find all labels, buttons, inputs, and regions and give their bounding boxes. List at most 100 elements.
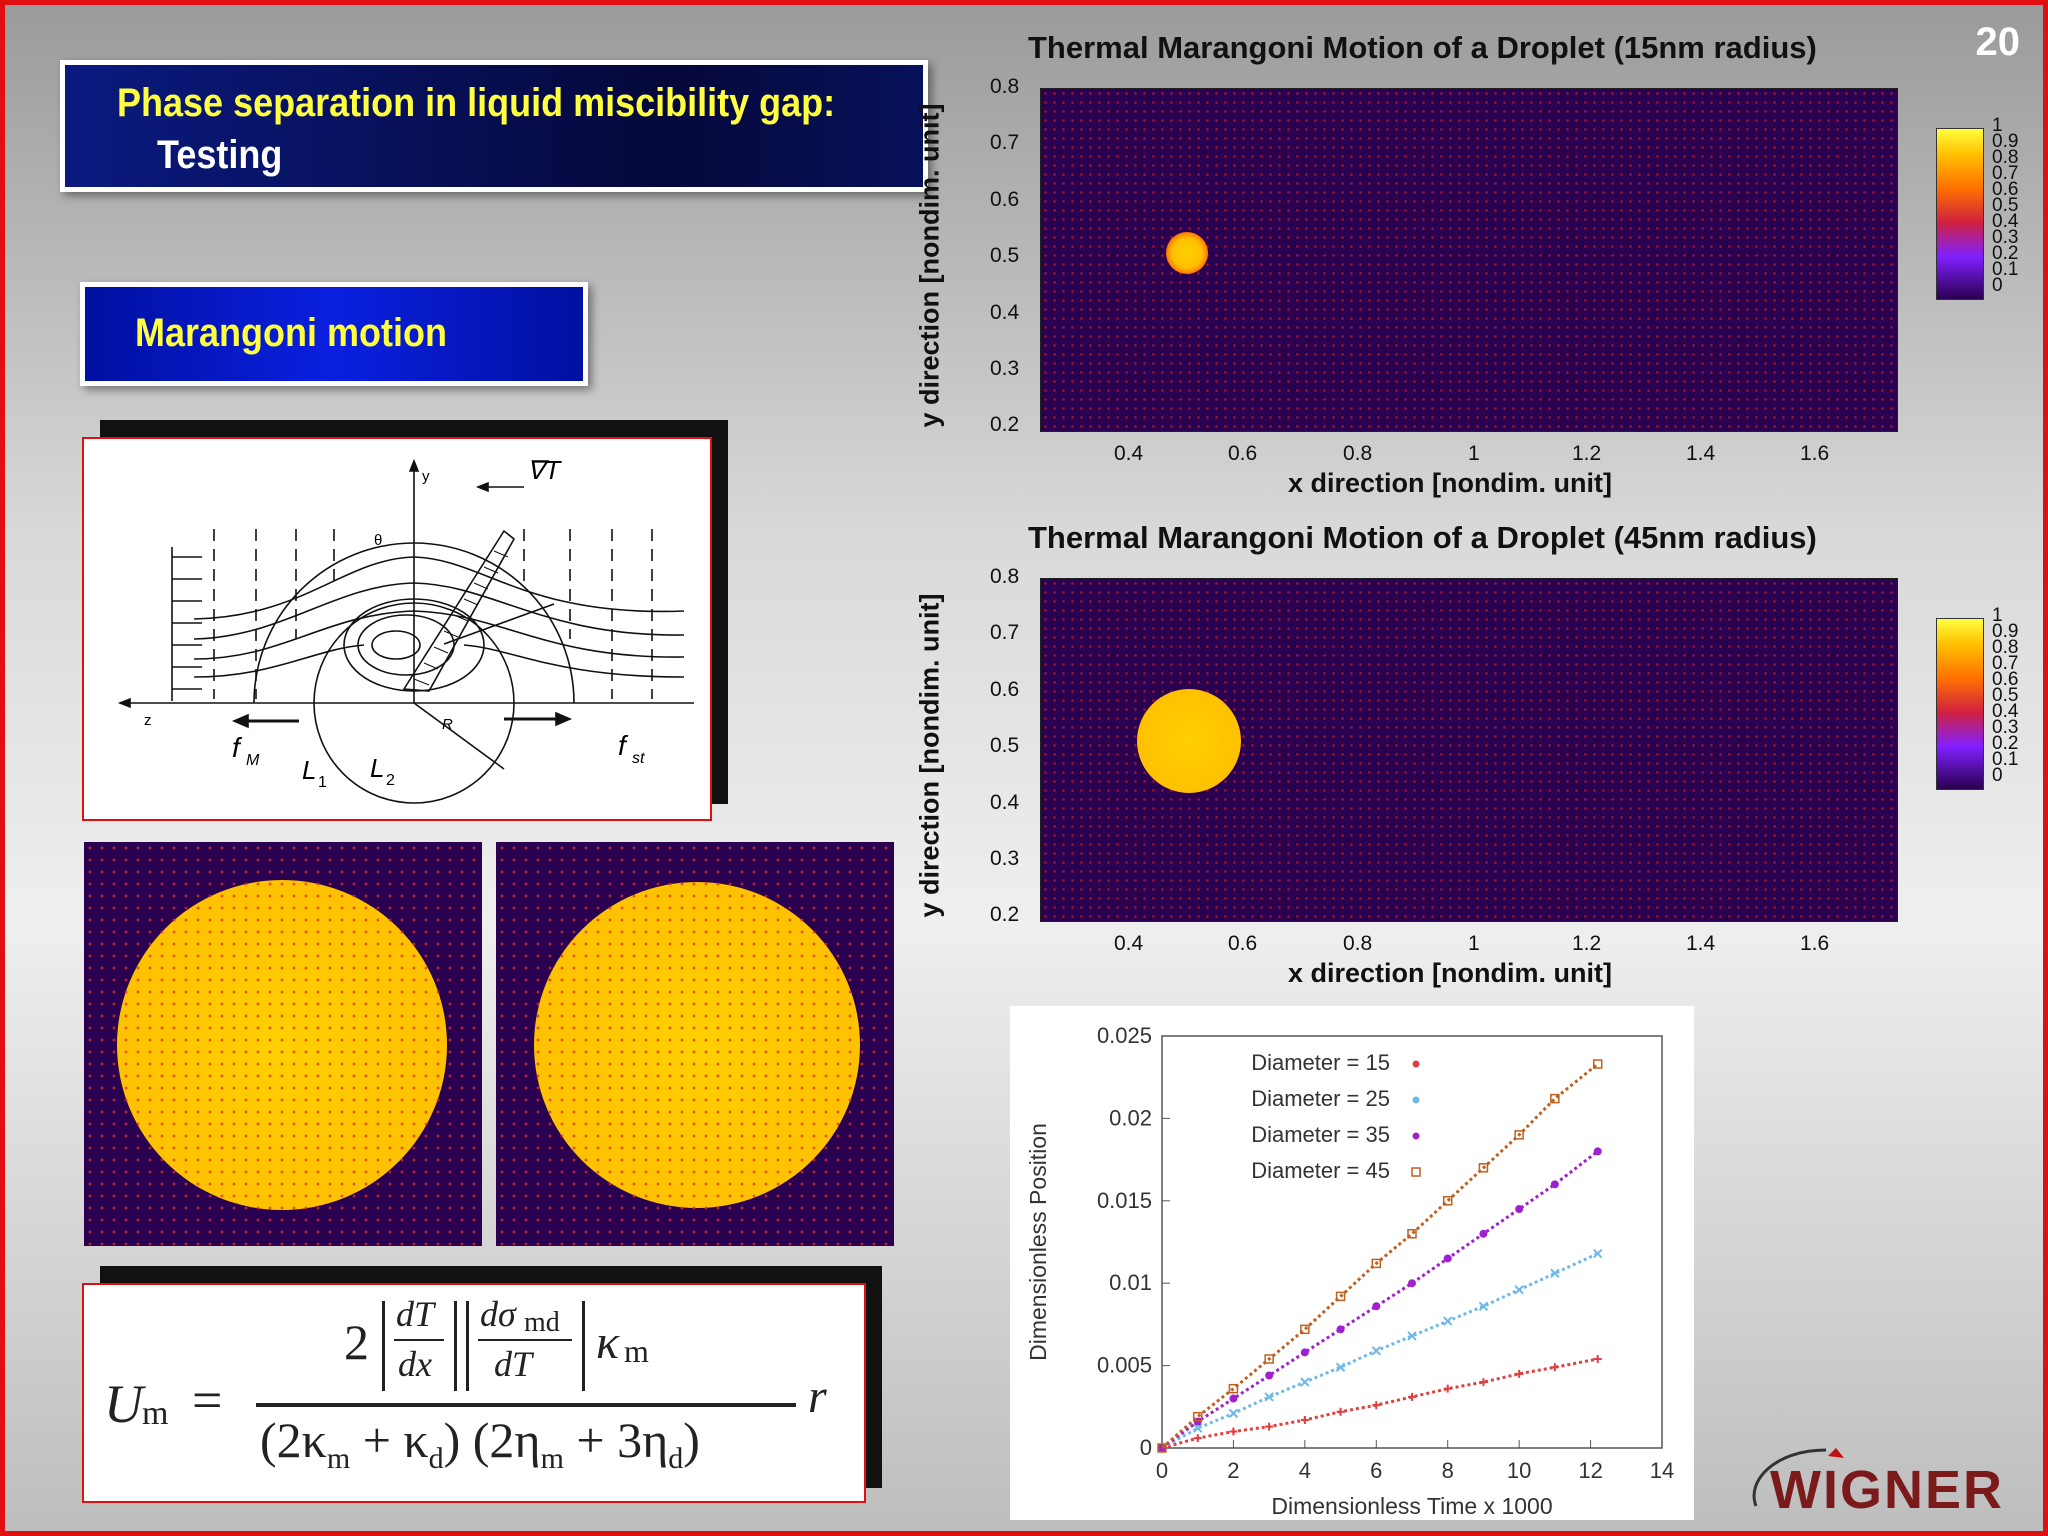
y-tick-label: 0	[1140, 1435, 1152, 1460]
x-tick: 1.6	[1800, 932, 1830, 955]
heatmap-bottom-colorbar	[1936, 618, 1984, 790]
series-line	[1161, 1357, 1598, 1450]
formula-den-part: + κ	[350, 1412, 429, 1468]
legend-label: Diameter = 45	[1251, 1158, 1390, 1183]
diagram-R-label: R	[442, 716, 453, 733]
data-point	[1478, 1163, 1489, 1173]
section-label-box: Marangoni motion	[80, 282, 588, 386]
heatmap-top-title: Thermal Marangoni Motion of a Droplet (1…	[1028, 30, 1817, 65]
diagram-y-label: y	[422, 468, 430, 485]
x-tick: 0.6	[1228, 442, 1258, 465]
droplet-45nm	[1137, 689, 1241, 793]
colorbar-tick: 0.6	[1992, 669, 2019, 690]
colorbar-tick: 0.2	[1992, 733, 2019, 754]
heatmap-bottom-yticks: 0.8 0.7 0.6 0.5 0.4 0.3 0.2	[990, 565, 1030, 935]
x-tick: 0.6	[1228, 932, 1258, 955]
formula-den-sub: m	[326, 1442, 351, 1475]
position-vs-time-svg: 0.025 0.02 0.015 0.01 0.005 00 2 4 6 8 10 12 14 Dimen…	[1025, 1023, 1674, 1519]
formula-dx: dx	[398, 1344, 432, 1384]
diagram-theta-label: θ	[374, 532, 382, 549]
data-point	[1228, 1383, 1239, 1394]
colorbar-tick: 0.2	[1992, 243, 2019, 264]
diagram-z-label: z	[144, 712, 152, 729]
colorbar-tick: 0	[1992, 275, 2003, 296]
formula-den-sub: m	[540, 1442, 564, 1475]
formula-denominator: (2κm + κd) (2ηm + 3ηd)	[260, 1411, 700, 1476]
colorbar-tick: 0.7	[1992, 163, 2019, 184]
colorbar-tick: 1	[1992, 605, 2003, 626]
formula-dT: dT	[396, 1294, 435, 1334]
colorbar-tick: 0.9	[1992, 131, 2019, 152]
y-tick: 0.8	[990, 75, 1020, 98]
y-tick: 0.7	[990, 131, 1020, 154]
data-point	[1407, 1229, 1417, 1239]
y-tick-label: 0.005	[1097, 1353, 1152, 1378]
colorbar-tick: 0.9	[1992, 621, 2019, 642]
y-axis-label: Dimensionless Position	[1025, 1123, 1051, 1361]
diagram-fst-label: f	[618, 730, 629, 761]
data-point	[1300, 1324, 1310, 1335]
x-tick-label: 10	[1507, 1458, 1531, 1483]
marangoni-flow-diagram: y θ z R ∇T f M f st L 1 L 2	[117, 455, 694, 804]
heatmap-top-xlabel: x direction [nondim. unit]	[1288, 468, 1612, 498]
data-point	[1371, 1258, 1382, 1269]
data-point	[1157, 1443, 1167, 1453]
heatmap-top-colorbar-ticks: 1 0.9 0.8 0.7 0.6 0.5 0.4 0.3 0.2 0.1 0	[1992, 115, 2042, 308]
formula-equals: =	[192, 1370, 223, 1430]
wigner-logo-mark: WIGNER	[1752, 1448, 2004, 1520]
y-tick: 0.2	[990, 903, 1020, 926]
droplet-zoom-left	[84, 842, 482, 1246]
heatmap-top-ylabel: y direction [nondim. unit]	[914, 103, 945, 428]
data-point	[1264, 1354, 1274, 1364]
legend-label: Diameter = 25	[1251, 1086, 1390, 1111]
y-tick: 0.6	[990, 678, 1020, 701]
colorbar-tick: 0.5	[1992, 195, 2019, 216]
data-point	[1593, 1355, 1602, 1364]
legend-label: Diameter = 15	[1251, 1050, 1390, 1075]
marangoni-diagram-panel: y θ z R ∇T f M f st L 1 L 2	[82, 437, 712, 821]
x-tick: 0.4	[1114, 932, 1144, 955]
slide-title-box: Phase separation in liquid miscibility g…	[60, 60, 928, 192]
data-point	[1442, 1196, 1453, 1206]
colorbar-tick: 0.6	[1992, 179, 2019, 200]
colorbar-tick: 0.5	[1992, 685, 2019, 706]
droplet-15nm	[1166, 232, 1208, 274]
formula-kappa-sub: m	[624, 1333, 649, 1369]
heatmap-top-xticks: 0.4 0.6 0.8 1 1.2 1.4 1.6	[1100, 442, 1900, 472]
wigner-logo: WIGNER	[1736, 1440, 2036, 1520]
x-tick: 1	[1468, 932, 1480, 955]
colorbar-tick: 0.4	[1992, 211, 2019, 232]
heatmap-top-colorbar	[1936, 128, 1984, 300]
formula-frac-line	[478, 1339, 572, 1341]
diagram-L2-label: L	[370, 753, 384, 783]
colorbar-tick: 0.1	[1992, 749, 2019, 770]
data-point	[1592, 1059, 1603, 1069]
y-tick: 0.5	[990, 734, 1020, 757]
formula-dT2: dT	[494, 1344, 533, 1384]
heatmap-bottom-xlabel: x direction [nondim. unit]	[1288, 958, 1612, 988]
colorbar-tick: 1	[1992, 115, 2003, 136]
heatmap-bottom-plot	[1040, 578, 1898, 922]
formula-kappa: κ	[596, 1316, 620, 1369]
colorbar-tick: 0.4	[1992, 701, 2019, 722]
formula-den-part: ) (2η	[443, 1412, 541, 1468]
legend-marker	[1412, 1132, 1420, 1140]
x-tick: 1.6	[1800, 442, 1830, 465]
heatmap-top-plot	[1040, 88, 1898, 432]
data-point	[1335, 1291, 1346, 1302]
formula-abs-bar	[582, 1301, 585, 1391]
droplet-zoom-right	[496, 842, 894, 1246]
colorbar-tick: 0	[1992, 765, 2003, 786]
y-tick: 0.3	[990, 357, 1020, 380]
diagram-gradT-label: ∇T	[527, 455, 562, 485]
formula-abs-bar	[454, 1301, 457, 1391]
legend-label: Diameter = 35	[1251, 1122, 1390, 1147]
formula-U: U	[104, 1374, 143, 1434]
data-point	[1192, 1411, 1203, 1422]
series-line	[1161, 1062, 1599, 1450]
heatmap-bottom-colorbar-ticks: 1 0.9 0.8 0.7 0.6 0.5 0.4 0.3 0.2 0.1 0	[1992, 605, 2042, 798]
data-point	[1593, 1248, 1603, 1259]
wigner-logo-text: WIGNER	[1770, 1460, 2004, 1520]
x-tick: 1.4	[1686, 932, 1716, 955]
formula-den-sub: d	[428, 1442, 444, 1475]
